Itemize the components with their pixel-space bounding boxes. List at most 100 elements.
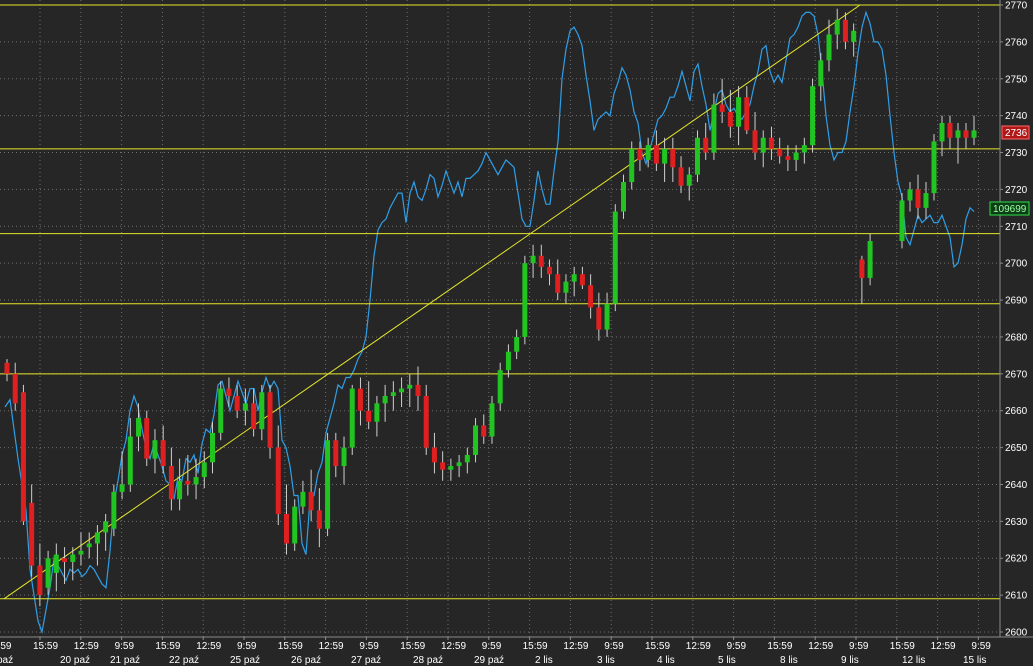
candle-body: [210, 432, 215, 463]
x-date-label: 9 lis: [841, 655, 859, 666]
y-tick-label: 2710: [1005, 222, 1028, 233]
candle-body: [415, 384, 421, 396]
candle-body: [489, 403, 495, 437]
candle-body: [653, 145, 659, 164]
candle-body: [694, 137, 700, 175]
x-time-label: 12:59: [686, 641, 711, 652]
x-time-label: 15:59: [645, 641, 670, 652]
candle-body: [366, 410, 372, 422]
y-tick-label: 2630: [1005, 517, 1028, 528]
candle-body: [316, 510, 322, 529]
candle-body: [357, 388, 363, 411]
candle-body: [78, 550, 84, 555]
candle-body: [842, 19, 848, 42]
candle-body: [727, 111, 733, 127]
candle-body: [923, 193, 929, 208]
x-date-label: paź: [0, 655, 13, 666]
candle-body: [971, 130, 977, 138]
candle-body: [563, 281, 569, 293]
candle-body: [431, 447, 437, 463]
candle-body: [242, 403, 248, 411]
candle-body: [218, 388, 224, 433]
candle-body: [127, 436, 133, 485]
candle-body: [374, 403, 380, 422]
candle-body: [456, 462, 462, 467]
y-tick-label: 2640: [1005, 480, 1028, 491]
candle-body: [473, 425, 479, 455]
x-time-label: 12:59: [441, 641, 466, 652]
candle-body: [53, 554, 59, 573]
x-time-label: 9:59: [115, 641, 135, 652]
candle-body: [201, 462, 207, 478]
candle-body: [801, 145, 807, 153]
candle-body: [448, 466, 454, 470]
candle-body: [111, 491, 117, 529]
y-tick-label: 2600: [1005, 628, 1028, 639]
x-time-label: 12:59: [196, 641, 221, 652]
candle-body: [760, 137, 766, 153]
candle-body: [955, 130, 961, 138]
candle-body: [481, 425, 487, 437]
candle-body: [251, 403, 257, 430]
x-axis: 9:59 paź 15:59 12:59 9:59 15:59 12:59 9:59 15:59…: [0, 636, 1033, 666]
candle-body: [193, 477, 199, 485]
candle-body: [939, 123, 945, 142]
candle-body: [382, 395, 388, 404]
candle-body: [604, 303, 610, 330]
candle-body: [645, 145, 651, 160]
candle-body: [136, 418, 142, 437]
candle-body: [522, 263, 528, 337]
x-date-label: 25 paź: [230, 655, 260, 666]
candle-body: [505, 351, 511, 371]
x-date-label: 21 paź: [110, 655, 140, 666]
candle-body: [530, 255, 536, 264]
candle-body: [555, 274, 561, 293]
candle-body: [119, 484, 125, 492]
candle-body: [12, 373, 18, 404]
x-date-label: 5 lis: [718, 655, 736, 666]
x-date-label: 2 lis: [535, 655, 553, 666]
candle-body: [341, 447, 347, 467]
candle-body: [703, 137, 709, 153]
candle-body: [711, 104, 717, 153]
candle-body: [588, 285, 594, 308]
candle-body: [963, 130, 969, 138]
candle-body: [662, 148, 668, 164]
x-date-label: 29 paź: [474, 655, 504, 666]
candle-body: [736, 97, 742, 127]
candle-body: [267, 392, 273, 448]
candle-body: [70, 554, 76, 562]
candle-body: [86, 543, 92, 548]
y-tick-label: 2700: [1005, 259, 1028, 270]
candle-body: [464, 454, 470, 463]
candle-body: [185, 480, 191, 485]
candle-body: [538, 255, 544, 267]
x-date-label: 8 lis: [780, 655, 798, 666]
candle-body: [94, 532, 100, 544]
candle-body: [793, 152, 799, 160]
x-date-label: 20 paź: [60, 655, 90, 666]
indicator-line-layer: [4, 10, 975, 635]
candle-body: [308, 491, 314, 511]
candle-body: [29, 502, 35, 566]
candle-body: [621, 182, 626, 212]
indicator-line: [4, 10, 975, 635]
x-time-label: 9:59: [604, 641, 624, 652]
candle-body: [818, 60, 824, 87]
candle-body: [907, 189, 913, 201]
candle-body: [785, 156, 791, 160]
y-tick-label: 2620: [1005, 554, 1028, 565]
candle-body: [931, 141, 937, 194]
x-date-label: 12 lis: [902, 655, 925, 666]
x-date-label: 15 lis: [963, 655, 986, 666]
candle-body: [234, 395, 240, 411]
candles: [4, 8, 977, 607]
x-time-label: 12:59: [931, 641, 956, 652]
candle-body: [168, 466, 174, 500]
candle-body: [349, 388, 355, 448]
x-time-label: 9:59: [727, 641, 747, 652]
trendline: [3, 4, 861, 600]
y-tick-label: 2750: [1005, 74, 1028, 85]
